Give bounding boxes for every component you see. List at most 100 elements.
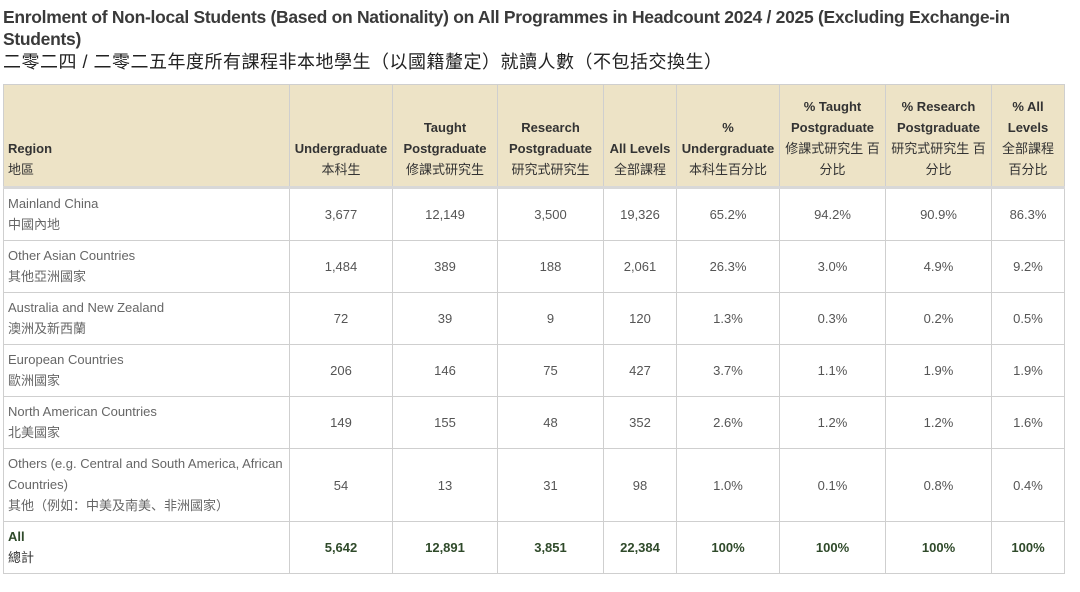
value-cell: 19,326 bbox=[603, 187, 677, 241]
table-row: European Countries 歐洲國家 206 146 75 427 3.7% 1.1… bbox=[3, 344, 1065, 397]
column-header-en: % All Levels bbox=[1007, 99, 1049, 135]
value-cell: 1.0% bbox=[676, 448, 780, 522]
value-cell: 1.9% bbox=[885, 344, 992, 397]
value-cell: 2,061 bbox=[603, 240, 677, 293]
value-cell: 0.5% bbox=[991, 292, 1065, 345]
value-cell: 427 bbox=[603, 344, 677, 397]
column-header-zh: 本科生百分比 bbox=[688, 162, 767, 177]
column-header: Taught Postgraduate 修課式研究生 bbox=[392, 84, 498, 188]
value-cell: 12,149 bbox=[392, 187, 498, 241]
value-cell: 352 bbox=[603, 396, 677, 449]
region-name-zh: 北美國家 bbox=[8, 425, 61, 440]
column-header-zh: 地區 bbox=[8, 162, 35, 177]
column-header-zh: 修課式研究生 百分比 bbox=[785, 141, 880, 177]
value-cell: 54 bbox=[289, 448, 393, 522]
value-cell: 26.3% bbox=[676, 240, 780, 293]
region-cell: Other Asian Countries 其他亞洲國家 bbox=[3, 240, 290, 293]
column-header-en: Research Postgraduate bbox=[508, 120, 593, 156]
region-name-en: Australia and New Zealand bbox=[8, 300, 165, 315]
region-cell: All 總計 bbox=[3, 521, 290, 574]
value-cell: 22,384 bbox=[603, 521, 677, 574]
value-cell: 100% bbox=[991, 521, 1065, 574]
table-row: Others (e.g. Central and South America, … bbox=[3, 448, 1065, 522]
region-name-zh: 其他亞洲國家 bbox=[8, 269, 87, 284]
value-cell: 1.6% bbox=[991, 396, 1065, 449]
column-header-zh: 研究式研究生 百分比 bbox=[891, 141, 986, 177]
region-name-zh: 歐洲國家 bbox=[8, 373, 61, 388]
value-cell: 389 bbox=[392, 240, 498, 293]
column-header: % Research Postgraduate 研究式研究生 百分比 bbox=[885, 84, 992, 188]
value-cell: 1.1% bbox=[779, 344, 886, 397]
column-header: % Undergraduate 本科生百分比 bbox=[676, 84, 780, 188]
table-header-row: Region 地區 Undergraduate 本科生 Taught Postgradu… bbox=[3, 84, 1065, 188]
value-cell: 72 bbox=[289, 292, 393, 345]
value-cell: 65.2% bbox=[676, 187, 780, 241]
column-header: Undergraduate 本科生 bbox=[289, 84, 393, 188]
column-header-en: Undergraduate bbox=[294, 141, 388, 156]
value-cell: 98 bbox=[603, 448, 677, 522]
region-name-zh: 其他（例如：中美及南美、非洲國家） bbox=[8, 498, 230, 513]
column-header-zh: 研究式研究生 bbox=[511, 162, 590, 177]
value-cell: 100% bbox=[779, 521, 886, 574]
value-cell: 0.2% bbox=[885, 292, 992, 345]
enrolment-table: Region 地區 Undergraduate 本科生 Taught Postgradu… bbox=[3, 84, 1065, 574]
value-cell: 94.2% bbox=[779, 187, 886, 241]
value-cell: 100% bbox=[885, 521, 992, 574]
region-name-en: European Countries bbox=[8, 352, 124, 367]
table-row: North American Countries 北美國家 149 155 48 352 2… bbox=[3, 396, 1065, 449]
value-cell: 1,484 bbox=[289, 240, 393, 293]
page-title: Enrolment of Non-local Students (Based o… bbox=[3, 7, 1010, 49]
value-cell: 3,500 bbox=[497, 187, 604, 241]
value-cell: 155 bbox=[392, 396, 498, 449]
value-cell: 90.9% bbox=[885, 187, 992, 241]
column-header: All Levels 全部課程 bbox=[603, 84, 677, 188]
region-name-en: Others (e.g. Central and South America, … bbox=[8, 456, 283, 492]
column-header-en: Taught Postgraduate bbox=[403, 120, 487, 156]
value-cell: 188 bbox=[497, 240, 604, 293]
region-name-zh: 澳洲及新西蘭 bbox=[8, 321, 87, 336]
value-cell: 31 bbox=[497, 448, 604, 522]
column-header: Region 地區 bbox=[3, 84, 290, 188]
value-cell: 75 bbox=[497, 344, 604, 397]
total-row: All 總計 5,642 12,891 3,851 22,384 100% 100% 100% 1… bbox=[3, 521, 1065, 574]
region-cell: Mainland China 中國內地 bbox=[3, 187, 290, 241]
value-cell: 100% bbox=[676, 521, 780, 574]
value-cell: 2.6% bbox=[676, 396, 780, 449]
column-header-en: % Taught Postgraduate bbox=[790, 99, 875, 135]
column-header: % All Levels 全部課程 百分比 bbox=[991, 84, 1065, 188]
region-name-en: Other Asian Countries bbox=[8, 248, 136, 263]
value-cell: 5,642 bbox=[289, 521, 393, 574]
value-cell: 39 bbox=[392, 292, 498, 345]
column-header: % Taught Postgraduate 修課式研究生 百分比 bbox=[779, 84, 886, 188]
column-header-zh: 全部課程 bbox=[613, 162, 666, 177]
value-cell: 12,891 bbox=[392, 521, 498, 574]
value-cell: 9 bbox=[497, 292, 604, 345]
value-cell: 9.2% bbox=[991, 240, 1065, 293]
value-cell: 149 bbox=[289, 396, 393, 449]
value-cell: 48 bbox=[497, 396, 604, 449]
value-cell: 1.2% bbox=[779, 396, 886, 449]
page-title-chinese: 二零二四 / 二零二五年度所有課程非本地學生（以國籍釐定）就讀人數（不包括交換生… bbox=[3, 52, 723, 72]
region-cell: European Countries 歐洲國家 bbox=[3, 344, 290, 397]
value-cell: 3,851 bbox=[497, 521, 604, 574]
value-cell: 86.3% bbox=[991, 187, 1065, 241]
region-cell: Australia and New Zealand 澳洲及新西蘭 bbox=[3, 292, 290, 345]
value-cell: 13 bbox=[392, 448, 498, 522]
value-cell: 1.2% bbox=[885, 396, 992, 449]
value-cell: 1.3% bbox=[676, 292, 780, 345]
region-name-en: All bbox=[8, 529, 25, 544]
table-row: Mainland China 中國內地 3,677 12,149 3,500 19,326… bbox=[3, 187, 1065, 241]
table-row: Other Asian Countries 其他亞洲國家 1,484 389 188 2,… bbox=[3, 240, 1065, 293]
value-cell: 3.0% bbox=[779, 240, 886, 293]
region-name-zh: 總計 bbox=[8, 550, 35, 565]
value-cell: 0.4% bbox=[991, 448, 1065, 522]
value-cell: 3,677 bbox=[289, 187, 393, 241]
column-header-en: % Undergraduate bbox=[681, 120, 775, 156]
column-header-zh: 本科生 bbox=[321, 162, 361, 177]
region-name-en: Mainland China bbox=[8, 196, 99, 211]
value-cell: 146 bbox=[392, 344, 498, 397]
value-cell: 0.8% bbox=[885, 448, 992, 522]
region-cell: Others (e.g. Central and South America, … bbox=[3, 448, 290, 522]
column-header: Research Postgraduate 研究式研究生 bbox=[497, 84, 604, 188]
column-header-zh: 全部課程 百分比 bbox=[1001, 141, 1054, 177]
